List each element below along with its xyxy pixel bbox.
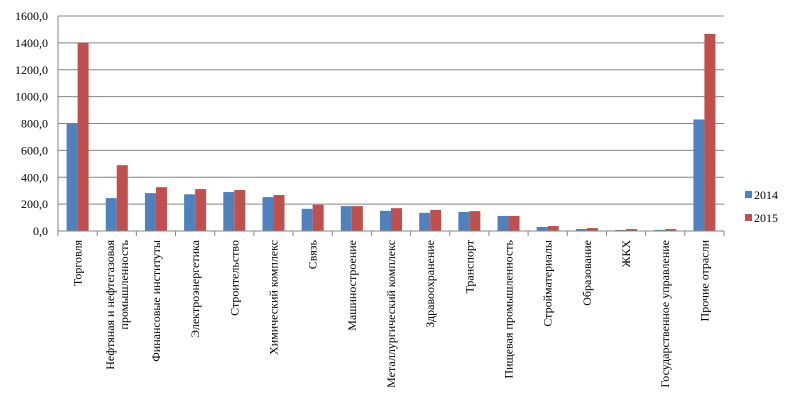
bar-2015 — [77, 42, 89, 231]
x-tick-label: Машиностроение — [345, 240, 359, 331]
legend-label: 2014 — [754, 188, 778, 202]
bar-2014 — [693, 119, 705, 231]
x-tick-label: Финансовые институты — [149, 240, 163, 362]
x-tick-label: Прочие отрасли — [697, 239, 711, 321]
x-tick-label: Связь — [306, 239, 320, 269]
legend-swatch — [745, 214, 752, 221]
y-axis: 0,0 200,0 400,0 600,0 800,0 1000,0 1200,0 1400,… — [15, 9, 59, 238]
bar-2015 — [665, 228, 677, 231]
y-tick-label: 600,0 — [21, 143, 48, 157]
bar-2014 — [340, 206, 352, 231]
legend: 2014 2015 — [745, 188, 778, 225]
bars — [66, 33, 716, 232]
bar-2014 — [575, 228, 587, 231]
bar-2014 — [66, 123, 78, 231]
bar-2015 — [626, 228, 638, 231]
bar-2015 — [508, 215, 520, 231]
bar-2015 — [155, 187, 167, 231]
bar-2015 — [430, 209, 442, 231]
legend-label: 2015 — [754, 211, 778, 225]
x-tick-label: Торговля — [71, 240, 85, 287]
bar-2015 — [586, 228, 598, 231]
bar-2015 — [469, 211, 481, 231]
bar-2015 — [195, 189, 207, 231]
x-tick-label: Строительство — [227, 240, 241, 316]
x-tick-label: Химический комплекс — [266, 240, 280, 355]
bar-2015 — [547, 226, 559, 231]
legend-swatch — [745, 191, 752, 198]
y-tick-label: 1400,0 — [15, 36, 48, 50]
bar-2015 — [351, 206, 363, 231]
bar-2014 — [380, 210, 391, 231]
y-tick-label: 1600,0 — [15, 9, 48, 23]
x-tick-label: Образование — [580, 240, 594, 306]
bar-2014 — [184, 194, 196, 231]
bar-2014 — [419, 212, 431, 231]
x-tick-label: Здравоохранение — [423, 240, 437, 328]
gridlines — [58, 15, 724, 205]
x-tick-label: ЖКХ — [619, 240, 633, 268]
bar-2015 — [116, 165, 128, 231]
bar-2014 — [458, 211, 470, 231]
x-tick-label: Пищевая промышленность — [502, 239, 516, 378]
bar-2015 — [312, 204, 324, 231]
bar-2015 — [391, 208, 402, 231]
y-tick-label: 400,0 — [21, 170, 48, 184]
bar-2014 — [536, 226, 548, 231]
bar-2014 — [654, 229, 666, 231]
x-tick-label: Нефтяная и нефтегазовая — [103, 240, 117, 370]
x-tick-label: Металлургический комплекс — [384, 240, 398, 388]
bar-2014 — [497, 215, 509, 231]
x-tick-label: Стройматериалы — [541, 240, 555, 327]
y-tick-label: 1200,0 — [15, 63, 48, 77]
bar-2015 — [704, 33, 716, 232]
bar-2015 — [234, 190, 246, 231]
bar-2014 — [615, 229, 627, 231]
x-tick-label: Государственное управление — [658, 240, 672, 388]
x-axis: Торговля Нефтяная и нефтегазовая промышлен… — [57, 230, 725, 388]
x-tick-label: Электроэнергетика — [188, 239, 202, 338]
y-tick-label: 0,0 — [33, 224, 48, 238]
bar-2015 — [273, 194, 285, 231]
bar-2014 — [144, 193, 156, 231]
y-tick-label: 200,0 — [21, 197, 48, 211]
x-tick-label: Транспорт — [462, 239, 476, 293]
bar-2014 — [223, 192, 235, 231]
y-tick-label: 1000,0 — [15, 90, 48, 104]
bar-2014 — [262, 197, 274, 231]
x-tick-label: промышленность — [117, 239, 131, 329]
bar-2014 — [301, 208, 313, 231]
y-tick-label: 800,0 — [21, 117, 48, 131]
bar-2014 — [105, 198, 117, 231]
